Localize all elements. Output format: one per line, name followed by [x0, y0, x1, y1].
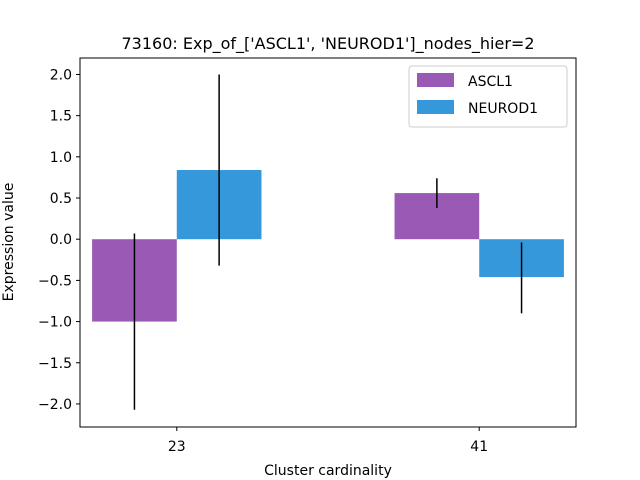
plot-area: [79, 57, 577, 428]
x-tick-label: 41: [470, 439, 488, 455]
chart-title: 73160: Exp_of_['ASCL1', 'NEUROD1']_nodes…: [121, 34, 534, 54]
y-tick-label: −2.0: [38, 397, 72, 413]
legend-label-ascl1: ASCL1: [468, 74, 513, 90]
legend-swatch-ascl1: [417, 73, 454, 87]
y-tick-label: −1.0: [38, 315, 72, 331]
y-tick-label: 1.0: [50, 150, 72, 166]
y-axis: −2.0 −1.5 −1.0 −0.5 0.0 0.5 1.0 1.5 2.0: [38, 67, 80, 413]
y-tick-label: 0.5: [50, 191, 72, 207]
legend-swatch-neurod1: [417, 100, 454, 114]
y-tick-label: −0.5: [38, 273, 72, 289]
y-tick-label: 2.0: [50, 67, 72, 83]
x-axis-label: Cluster cardinality: [264, 463, 392, 479]
y-axis-label: Expression value: [1, 183, 17, 302]
plot-frame: [79, 57, 577, 428]
y-tick-label: 1.5: [50, 109, 72, 125]
y-tick-label: −1.5: [38, 356, 72, 372]
error-bars-layer: [133, 74, 523, 410]
legend-label-neurod1: NEUROD1: [468, 101, 538, 117]
x-axis: 23 41: [168, 427, 488, 455]
bars-layer: [92, 170, 564, 322]
legend: ASCL1 NEUROD1: [408, 65, 568, 128]
y-tick-label: 0.0: [50, 232, 72, 248]
x-tick-label: 23: [168, 439, 186, 455]
